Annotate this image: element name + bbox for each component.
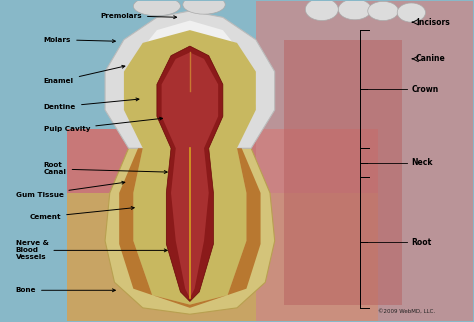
Text: Pulp Cavity: Pulp Cavity xyxy=(44,117,163,132)
Text: Gum Tissue: Gum Tissue xyxy=(16,181,125,197)
Text: Canine: Canine xyxy=(416,54,446,63)
Ellipse shape xyxy=(305,0,338,21)
Ellipse shape xyxy=(368,1,398,21)
Ellipse shape xyxy=(133,0,181,16)
Polygon shape xyxy=(256,1,473,321)
Polygon shape xyxy=(105,148,275,314)
Polygon shape xyxy=(67,129,378,193)
Text: ©2009 WebMD, LLC.: ©2009 WebMD, LLC. xyxy=(378,309,436,314)
Text: Root: Root xyxy=(411,238,432,247)
Text: Bone: Bone xyxy=(16,287,115,293)
Text: Enamel: Enamel xyxy=(44,65,125,84)
Text: Root
Canal: Root Canal xyxy=(44,163,167,175)
Polygon shape xyxy=(124,21,256,148)
Polygon shape xyxy=(157,46,223,301)
Text: Crown: Crown xyxy=(411,85,438,94)
Text: Premolars: Premolars xyxy=(100,13,177,19)
Ellipse shape xyxy=(183,0,225,14)
Polygon shape xyxy=(284,40,402,305)
Text: Dentine: Dentine xyxy=(44,98,139,110)
Polygon shape xyxy=(67,161,378,321)
Ellipse shape xyxy=(397,3,426,22)
Polygon shape xyxy=(124,30,256,305)
Polygon shape xyxy=(105,11,275,148)
Ellipse shape xyxy=(338,0,371,20)
Text: Molars: Molars xyxy=(44,37,115,43)
Text: Incisors: Incisors xyxy=(416,18,450,27)
Polygon shape xyxy=(162,52,218,298)
Text: Neck: Neck xyxy=(411,158,433,167)
Polygon shape xyxy=(119,148,261,308)
Text: Cement: Cement xyxy=(30,206,134,220)
Text: Nerve &
Blood
Vessels: Nerve & Blood Vessels xyxy=(16,241,167,260)
